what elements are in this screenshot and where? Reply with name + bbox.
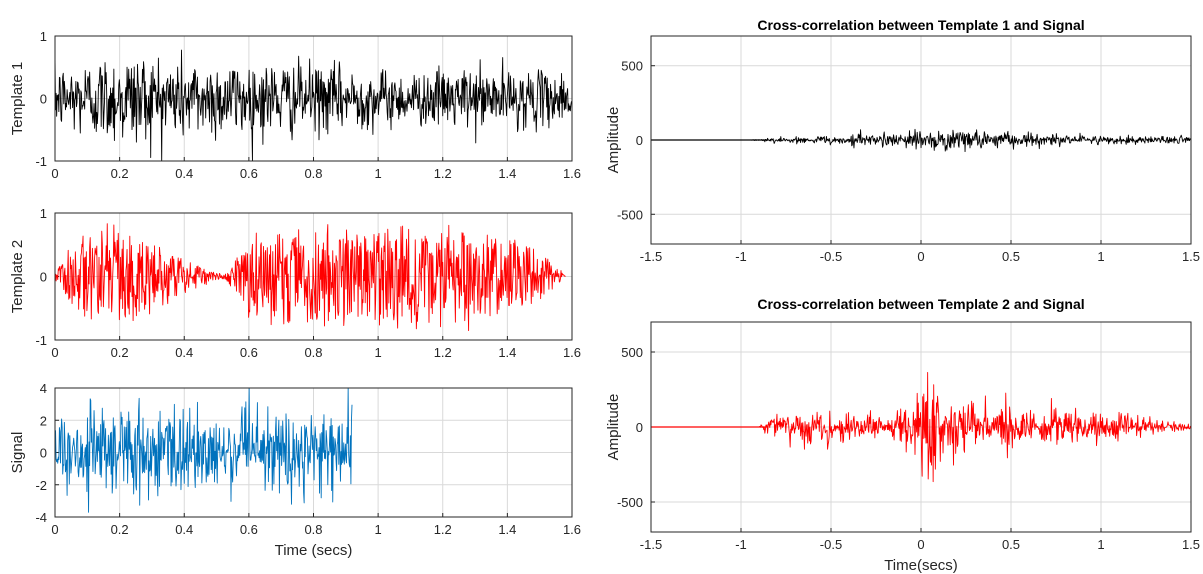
- x-tick-label: 0.2: [111, 166, 129, 181]
- x-tick-label: 1.4: [498, 345, 516, 360]
- x-tick-label: 1: [375, 345, 382, 360]
- y-tick-label: -1: [35, 333, 47, 348]
- y-tick-label: 0: [40, 270, 47, 285]
- x-tick-label: 1.4: [498, 522, 516, 537]
- x-tick-label: -1: [735, 249, 747, 264]
- plot-frame: [54, 387, 573, 518]
- y-tick-label: 0: [40, 446, 47, 461]
- x-tick-label: 1.2: [434, 345, 452, 360]
- x-tick-label: 0.6: [240, 166, 258, 181]
- y-tick-label: 500: [621, 345, 643, 360]
- y-axis-label: Template 2: [9, 240, 26, 313]
- y-axis-label: Amplitude: [605, 107, 622, 174]
- x-tick-label: 0.4: [175, 522, 193, 537]
- plot-frame: [54, 212, 573, 341]
- x-tick-label: -1.5: [640, 537, 662, 552]
- x-tick-label: 1: [1097, 537, 1104, 552]
- y-tick-label: -4: [35, 510, 47, 525]
- y-tick-label: 0: [636, 133, 643, 148]
- series-1-trace: [54, 223, 566, 332]
- x-tick-label: 0.2: [111, 345, 129, 360]
- y-tick-label: 0: [40, 92, 47, 107]
- chart-3: 0 0.2 0.4 0.6 0.8 1 1.2 1.4 1.6 -4 -2 0 2 4 Signal Time…: [9, 381, 581, 559]
- x-tick-label: 0.4: [175, 345, 193, 360]
- x-tick-label: 1: [375, 522, 382, 537]
- series-1-trace: [54, 49, 572, 162]
- x-tick-label: -0.5: [820, 537, 842, 552]
- x-tick-label: 1: [375, 166, 382, 181]
- x-tick-label: -0.5: [820, 249, 842, 264]
- chart-5: -1.5 -1 -0.5 0 0.5 1 1.5 -500 0 500 Cross-correlat…: [605, 296, 1200, 574]
- x-tick-label: 0: [51, 522, 58, 537]
- chart-title: Cross-correlation between Template 2 and…: [757, 296, 1084, 312]
- x-tick-label: 0.6: [240, 522, 258, 537]
- x-tick-label: 1.5: [1182, 537, 1200, 552]
- y-axis-label: Template 1: [9, 62, 26, 135]
- y-tick-label: -500: [617, 207, 643, 222]
- x-tick-label: 0.8: [304, 522, 322, 537]
- x-tick-label: 1.6: [563, 345, 581, 360]
- x-tick-label: 0.6: [240, 345, 258, 360]
- chart-1: 0 0.2 0.4 0.6 0.8 1 1.2 1.4 1.6 -1 0 1 Template 1: [9, 29, 581, 181]
- chart-4: -1.5 -1 -0.5 0 0.5 1 1.5 -500 0 500 Cross-correlat…: [605, 17, 1200, 264]
- series-1-trace: [54, 387, 353, 513]
- x-tick-label: 0: [917, 537, 924, 552]
- plot-frame: [54, 35, 573, 162]
- x-axis-label: Time(secs): [884, 557, 958, 574]
- chart-title: Cross-correlation between Template 1 and…: [757, 17, 1084, 33]
- x-tick-label: 1.6: [563, 166, 581, 181]
- x-tick-label: 1.2: [434, 166, 452, 181]
- y-tick-label: 2: [40, 413, 47, 428]
- x-tick-label: 1.5: [1182, 249, 1200, 264]
- x-tick-label: 0: [917, 249, 924, 264]
- x-tick-label: 0.5: [1002, 537, 1020, 552]
- x-axis-label: Time (secs): [275, 542, 353, 559]
- y-axis-label: Amplitude: [605, 394, 622, 461]
- x-tick-label: -1: [735, 537, 747, 552]
- y-tick-label: -2: [35, 478, 47, 493]
- y-axis-label: Signal: [9, 432, 26, 474]
- x-tick-label: 0: [51, 345, 58, 360]
- x-tick-label: 1: [1097, 249, 1104, 264]
- x-tick-label: 0.4: [175, 166, 193, 181]
- x-tick-label: 1.2: [434, 522, 452, 537]
- plot-frame: [650, 321, 1192, 533]
- chart-2: 0 0.2 0.4 0.6 0.8 1 1.2 1.4 1.6 -1 0 1 Template 2: [9, 206, 581, 360]
- y-tick-label: -1: [35, 154, 47, 169]
- y-tick-label: 1: [40, 29, 47, 44]
- y-tick-label: -500: [617, 495, 643, 510]
- x-tick-label: -1.5: [640, 249, 662, 264]
- y-tick-label: 0: [636, 420, 643, 435]
- y-tick-label: 4: [40, 381, 47, 396]
- x-tick-label: 1.4: [498, 166, 516, 181]
- x-tick-label: 1.6: [563, 522, 581, 537]
- x-tick-label: 0.5: [1002, 249, 1020, 264]
- x-tick-label: 0.8: [304, 166, 322, 181]
- x-tick-label: 0: [51, 166, 58, 181]
- x-tick-label: 0.8: [304, 345, 322, 360]
- y-tick-label: 1: [40, 206, 47, 221]
- x-tick-label: 0.2: [111, 522, 129, 537]
- y-tick-label: 500: [621, 59, 643, 74]
- plot-frame: [650, 35, 1192, 245]
